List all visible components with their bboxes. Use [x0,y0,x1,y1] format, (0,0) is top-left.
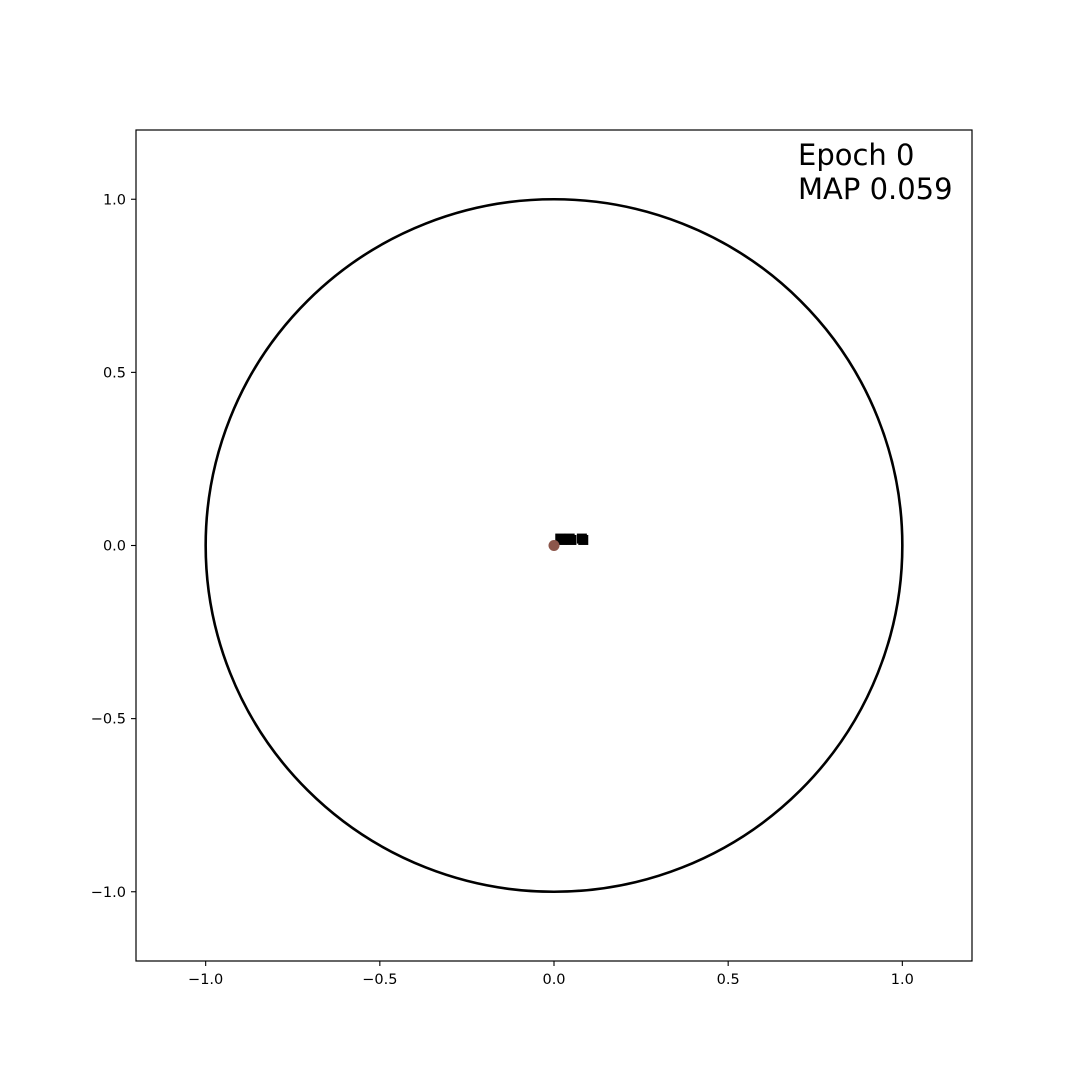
epoch-annotation: Epoch 0 [798,138,914,172]
x-tick-label: −1.0 [188,972,223,988]
x-tick-label: 1.0 [891,972,914,988]
y-axis: −1.0 −0.5 0.0 0.5 1.0 [91,192,136,901]
circle-point [548,540,560,551]
x-tick-label: 0.0 [542,972,565,988]
x-tick-label: −0.5 [362,972,397,988]
square-point [566,534,577,545]
x-tick-label: 0.5 [717,972,740,988]
y-tick-label: 0.0 [103,539,126,555]
y-tick-label: 1.0 [103,192,126,208]
plot-area [204,197,904,894]
x-axis: −1.0 −0.5 0.0 0.5 1.0 [188,961,914,988]
y-tick-label: −1.0 [91,885,126,901]
y-tick-label: −0.5 [91,712,126,728]
square-point [556,534,567,545]
square-point [578,534,589,545]
map-annotation: MAP 0.059 [798,172,953,206]
y-tick-label: 0.5 [103,365,126,381]
unit-circle [204,197,904,894]
